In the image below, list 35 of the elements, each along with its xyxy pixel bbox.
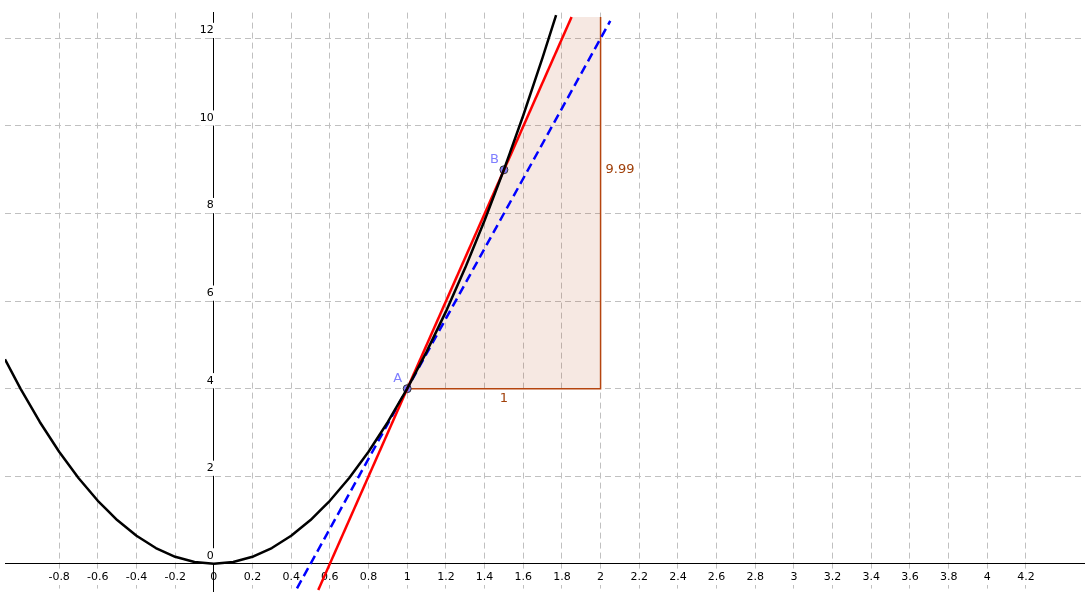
x-tick-label: -0.4 (125, 570, 148, 584)
x-tick-label: 3.2 (823, 570, 842, 584)
x-tick-label: 2.6 (707, 570, 726, 584)
x-tick-label: 3.8 (939, 570, 958, 584)
x-tick-label: 2 (597, 570, 605, 584)
series-label: B (489, 150, 499, 166)
x-tick-label: 0.8 (359, 570, 378, 584)
y-tick-label: 0 (206, 548, 214, 562)
annotation: 9.99 (605, 161, 635, 177)
x-tick-label: 0.4 (282, 570, 300, 584)
x-tick-label: 3 (790, 570, 798, 584)
x-tick-label: 4 (983, 570, 991, 584)
x-tick-label: -0.6 (87, 570, 109, 584)
x-tick-label: -0.2 (164, 570, 186, 584)
series-label: A (393, 369, 403, 385)
x-tick-label: 4.2 (1017, 570, 1035, 584)
x-tick-label: 2.8 (746, 570, 765, 584)
x-tick-label: 1.2 (437, 570, 455, 584)
x-tick-label: 1.8 (553, 570, 571, 584)
y-tick-label: 8 (206, 198, 214, 212)
x-tick-label: 3.6 (901, 570, 919, 584)
y-tick-label: 12 (199, 23, 214, 37)
y-tick-label: 2 (206, 461, 214, 475)
x-tick-label: 2.4 (669, 570, 687, 584)
y-tick-label: 4 (206, 373, 214, 387)
x-tick-label: 3.4 (862, 570, 881, 584)
x-tick-label: -0.8 (48, 570, 70, 584)
x-tick-label: 2.2 (630, 570, 648, 584)
y-tick-label: 10 (199, 110, 214, 124)
x-tick-label: 1.6 (514, 570, 532, 584)
annotation: 1 (499, 389, 509, 405)
x-tick-label: 0.2 (243, 570, 262, 584)
x-tick-label: 1.4 (475, 570, 494, 584)
x-tick-label: 1 (403, 570, 411, 584)
y-tick-label: 6 (206, 285, 214, 299)
